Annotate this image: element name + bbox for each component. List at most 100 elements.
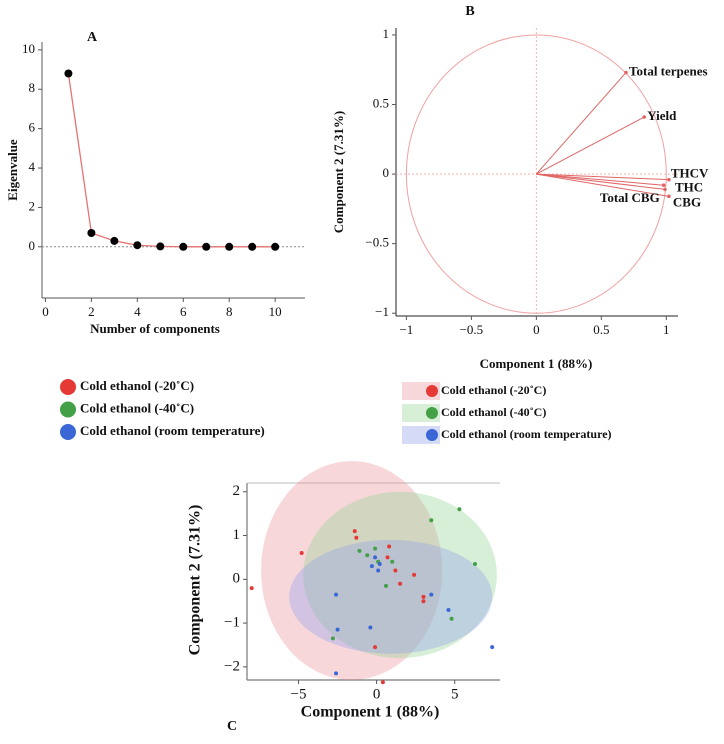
point — [383, 583, 388, 588]
y-tick-label: 0 — [233, 571, 241, 587]
point-label: THCV — [671, 166, 709, 181]
y-tick-label: 10 — [22, 41, 35, 56]
chart-title: C — [227, 719, 237, 734]
chart-title: A — [87, 30, 98, 45]
x-tick-label: −0.5 — [460, 322, 484, 337]
y-tick-label: 0.5 — [373, 96, 389, 111]
point — [398, 581, 403, 586]
point — [412, 572, 417, 577]
point — [202, 242, 211, 251]
point — [377, 561, 382, 566]
y-tick-label: 0 — [383, 165, 390, 180]
point — [352, 529, 357, 534]
y-tick-label: −0.5 — [365, 235, 389, 250]
y-tick-label: 6 — [29, 120, 36, 135]
y-tick-label: 0 — [29, 238, 36, 253]
point — [373, 555, 378, 560]
x-tick-label: −1 — [399, 322, 413, 337]
y-tick-label: 1 — [383, 26, 390, 41]
legend-marker — [426, 429, 438, 441]
point — [365, 553, 370, 558]
legend-marker — [426, 385, 438, 397]
x-tick-label: 4 — [134, 304, 141, 319]
loading-vector — [536, 173, 669, 181]
y-axis-label: Eigenvalue — [5, 139, 20, 201]
y-tick-label: 8 — [29, 80, 36, 95]
point — [133, 241, 142, 250]
point — [64, 69, 73, 78]
loading-vector — [536, 173, 664, 186]
point — [421, 594, 426, 599]
point — [179, 242, 188, 251]
unit-circle — [405, 34, 667, 314]
point — [490, 645, 495, 650]
y-axis-label: Component 2 (7.31%) — [331, 111, 346, 233]
point — [667, 194, 671, 199]
x-axis-label: Component 1 (88%) — [480, 356, 593, 371]
x-tick-label: 8 — [226, 304, 233, 319]
point — [624, 70, 628, 75]
y-axis-label: Component 2 (7.31%) — [187, 505, 204, 656]
y-tick-label: 4 — [29, 159, 36, 174]
point — [334, 671, 339, 676]
point — [387, 544, 392, 549]
point — [446, 607, 451, 612]
loading-vector — [536, 173, 669, 197]
point — [373, 546, 378, 551]
loading-vector — [536, 173, 666, 190]
point — [429, 518, 434, 523]
point — [334, 592, 339, 597]
x-tick-label: 5 — [451, 686, 459, 702]
x-axis-label: Component 1 (88%) — [301, 704, 440, 721]
legend-label: Cold ethanol (-40˚C) — [80, 400, 194, 415]
point — [156, 242, 165, 251]
point — [429, 592, 434, 597]
confidence-ellipse — [261, 461, 443, 680]
legend-marker — [60, 424, 76, 440]
legend-marker — [60, 401, 76, 418]
x-tick-label: −5 — [291, 686, 307, 702]
point — [473, 561, 478, 566]
point — [110, 236, 119, 245]
x-tick-label: 0 — [373, 686, 381, 702]
legend-label: Cold ethanol (-20˚C) — [80, 378, 194, 393]
point — [369, 564, 374, 569]
loading-vector — [535, 72, 627, 175]
point — [330, 636, 335, 641]
point-label: Total CBG — [600, 190, 660, 205]
y-tick-label: 2 — [233, 483, 241, 499]
legend-label: Cold ethanol (room temperature) — [441, 427, 612, 441]
point — [457, 507, 462, 512]
point — [393, 568, 398, 573]
legend-label: Cold ethanol (room temperature) — [80, 423, 265, 438]
point — [449, 616, 454, 621]
confidence-ellipse — [289, 539, 493, 654]
line — [67, 73, 276, 248]
point — [335, 627, 340, 632]
point — [368, 625, 373, 630]
point — [663, 187, 667, 192]
point — [249, 586, 254, 591]
point-label: CBG — [673, 194, 701, 209]
point — [642, 115, 647, 119]
point-label: Yield — [647, 108, 677, 123]
legend-label: Cold ethanol (-40˚C) — [441, 405, 546, 419]
legend-label: Cold ethanol (-20˚C) — [441, 383, 546, 397]
y-tick-label: −1 — [375, 304, 389, 319]
x-tick-label: 1 — [663, 322, 670, 337]
y-tick-label: −1 — [224, 615, 240, 631]
y-tick-label: 2 — [29, 198, 36, 213]
x-tick-label: 2 — [88, 304, 95, 319]
legend-marker — [60, 379, 76, 395]
x-axis-label: Number of components — [90, 321, 220, 336]
point — [271, 242, 280, 251]
point — [421, 599, 426, 604]
confidence-ellipse — [303, 491, 497, 659]
point — [87, 229, 96, 238]
x-tick-label: 0.5 — [593, 322, 609, 337]
loading-vector — [536, 116, 645, 175]
x-tick-label: 10 — [269, 304, 282, 319]
x-tick-label: 6 — [180, 304, 187, 319]
y-tick-label: 1 — [233, 527, 241, 543]
